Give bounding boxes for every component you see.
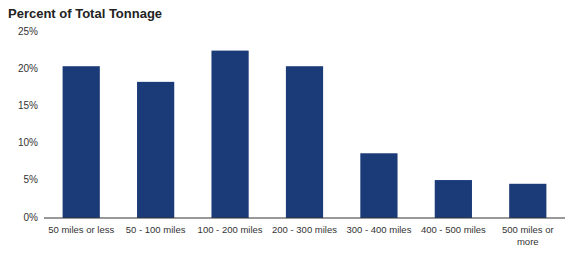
x-tick-label: 50 miles or less: [48, 224, 114, 235]
bar: [137, 82, 174, 218]
bar: [211, 51, 248, 218]
chart: Percent of Total Tonnage 0% 5% 10% 15% 20% 25%…: [0, 0, 575, 264]
bars: [63, 51, 547, 218]
bar: [435, 180, 472, 218]
bar: [63, 66, 100, 218]
x-tick-label: 300 - 400 miles: [346, 224, 411, 235]
bar: [360, 153, 397, 218]
title: Percent of Total Tonnage: [8, 6, 162, 21]
x-tick-label: 50 - 100 miles: [126, 224, 186, 235]
x-tick-label: 100 - 200 miles: [198, 224, 263, 235]
bar: [509, 184, 546, 218]
y-tick-label: 10%: [18, 137, 38, 148]
bar: [286, 66, 323, 218]
x-tick-label: 400 - 500 miles: [421, 224, 486, 235]
x-tick-label: 200 - 300 miles: [272, 224, 337, 235]
y-tick-label: 15%: [18, 100, 38, 111]
y-tick-label: 25%: [18, 26, 38, 37]
x-axis: [44, 218, 565, 219]
y-tick-label: 0%: [24, 212, 39, 223]
x-tick-label: 500 miles ormore: [502, 224, 554, 247]
y-tick-label: 20%: [18, 63, 38, 74]
y-tick-label: 5%: [24, 174, 39, 185]
